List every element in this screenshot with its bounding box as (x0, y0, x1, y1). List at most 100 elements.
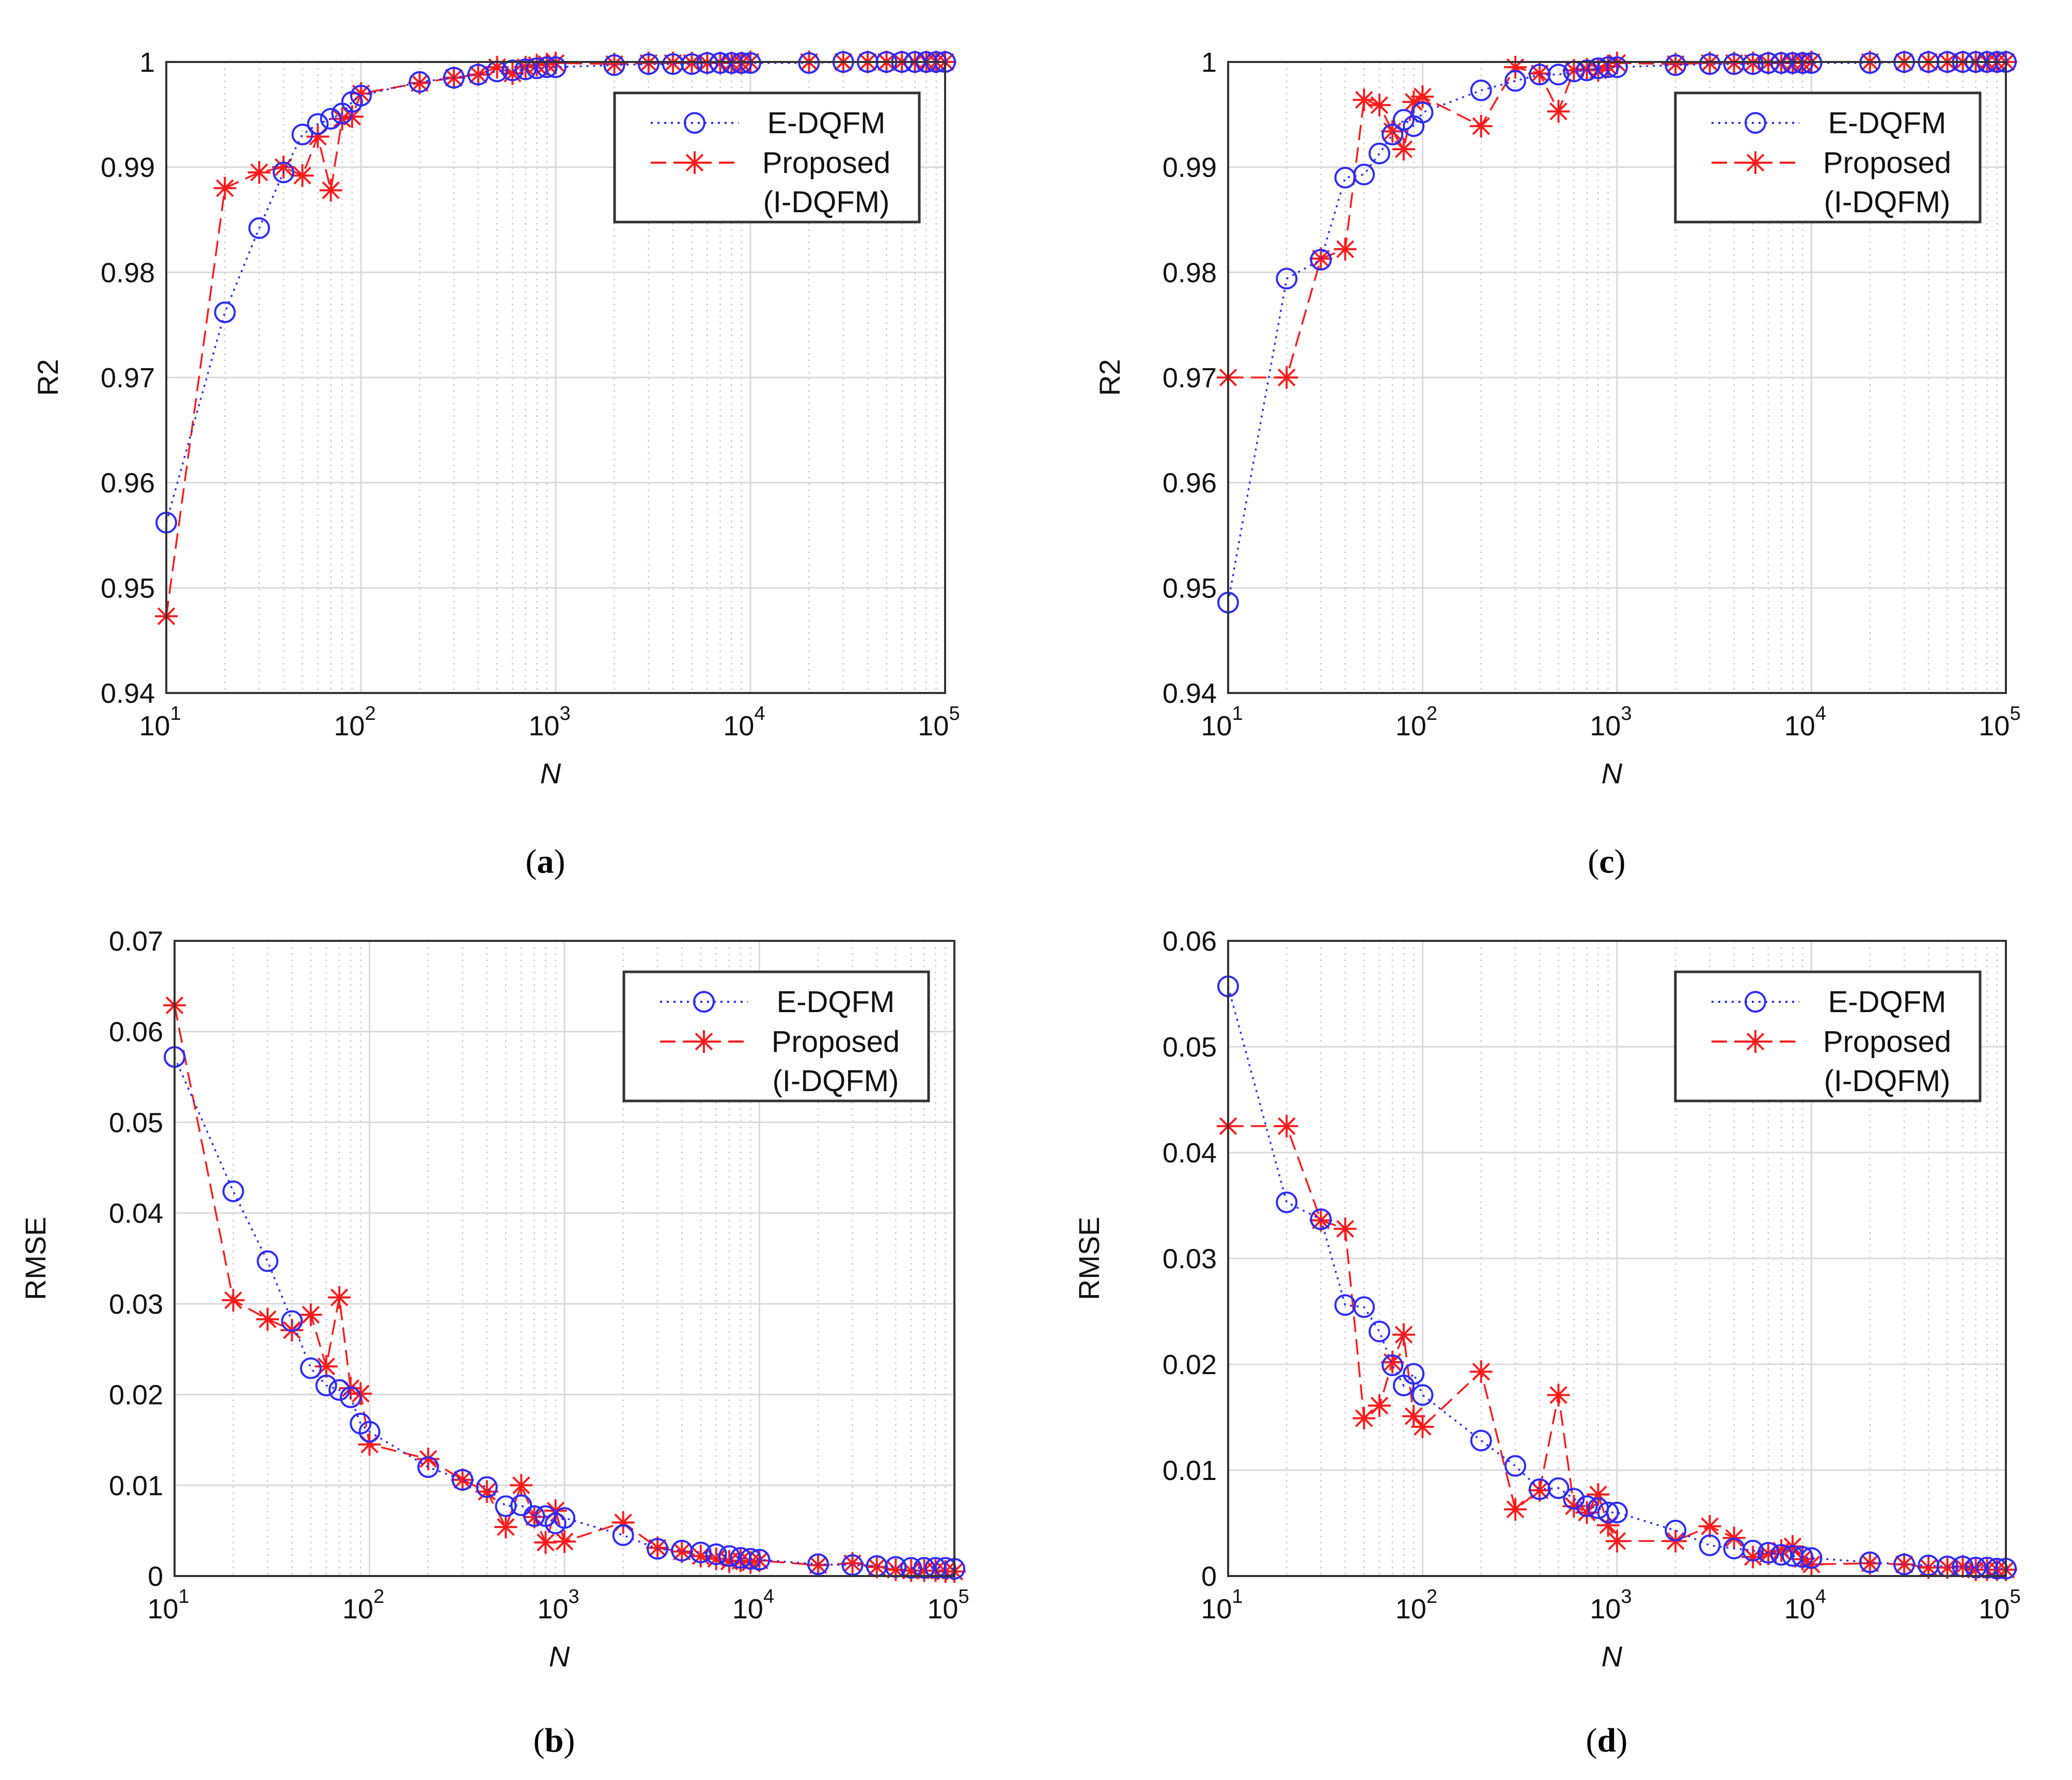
legend-label-proposed: Proposed (762, 146, 890, 180)
data-point-edqfm (1504, 1455, 1527, 1477)
x-tick-label: 105 (1979, 703, 2020, 742)
data-point-edqfm (510, 1494, 532, 1516)
data-point-proposed (1504, 1498, 1527, 1521)
x-tick-exponent: 5 (2010, 703, 2020, 724)
x-tick-base: 10 (1395, 1594, 1426, 1625)
data-point-edqfm (1597, 1502, 1619, 1523)
caption-open-paren: ( (1588, 843, 1599, 880)
data-point-edqfm (281, 1310, 303, 1332)
data-point-edqfm (1353, 163, 1375, 185)
data-point-edqfm (1411, 1384, 1434, 1406)
data-point-edqfm (1792, 52, 1814, 74)
x-tick-base: 10 (1784, 1594, 1815, 1625)
y-tick-label: 0.96 (1163, 468, 1217, 499)
x-tick-label: 103 (1590, 1586, 1631, 1625)
x-tick-base: 10 (1395, 711, 1426, 742)
y-tick-label: 0 (1201, 1561, 1217, 1592)
legend-box (1674, 91, 1982, 224)
data-point-edqfm (257, 1250, 279, 1272)
data-point-proposed (1392, 138, 1416, 161)
data-point-proposed (451, 1468, 474, 1491)
y-tick-label: 0.01 (1163, 1455, 1217, 1486)
x-tick-exponent: 2 (373, 1586, 384, 1608)
legend-box (1674, 970, 1982, 1102)
x-tick-exponent: 1 (1232, 1586, 1243, 1608)
data-point-proposed (1275, 366, 1298, 389)
x-tick-exponent: 2 (365, 703, 375, 724)
data-point-proposed (510, 1474, 533, 1497)
data-point-edqfm (523, 1505, 545, 1527)
x-tick-base: 10 (1784, 711, 1815, 742)
x-tick-base: 10 (1201, 711, 1232, 742)
x-tick-exponent: 3 (1621, 1586, 1631, 1608)
x-tick-label: 102 (342, 1586, 384, 1625)
data-point-edqfm (1800, 1547, 1823, 1569)
data-point-proposed (1392, 1323, 1416, 1346)
x-tick-label: 103 (528, 703, 570, 742)
x-tick-label: 101 (147, 1586, 189, 1625)
data-point-edqfm (248, 217, 270, 239)
series-line-edqfm (174, 1057, 955, 1570)
x-tick-exponent: 2 (1426, 1586, 1437, 1608)
x-tick-base: 10 (528, 711, 559, 742)
y-tick-label: 0.95 (1163, 573, 1217, 604)
data-point-edqfm (1310, 248, 1332, 271)
data-point-proposed (1528, 1478, 1551, 1502)
x-tick-base: 10 (139, 711, 170, 742)
data-point-proposed (1411, 1415, 1434, 1438)
data-point-edqfm (451, 1469, 474, 1491)
data-point-edqfm (681, 53, 703, 75)
data-point-edqfm (612, 1524, 634, 1546)
y-tick-label: 1 (1201, 47, 1217, 78)
y-tick-label: 0.06 (1163, 926, 1217, 957)
data-point-edqfm (1699, 1534, 1721, 1556)
data-point-edqfm (1547, 1477, 1569, 1499)
data-point-proposed (319, 179, 342, 202)
legend-label-proposed-sub: (I-DQFM) (1824, 185, 1951, 219)
x-tick-exponent: 2 (1426, 703, 1437, 724)
data-point-proposed (306, 125, 329, 148)
data-point-edqfm (501, 59, 524, 82)
data-point-edqfm (1699, 53, 1721, 75)
data-point-edqfm (1576, 1495, 1598, 1517)
data-point-edqfm (841, 1554, 864, 1576)
y-tick-label: 0.02 (109, 1380, 163, 1411)
y-tick-label: 0.99 (101, 152, 155, 183)
y-tick-label: 0.03 (109, 1289, 163, 1320)
data-point-edqfm (476, 1476, 498, 1498)
x-tick-label: 104 (1784, 1586, 1826, 1625)
data-point-edqfm (696, 52, 718, 74)
data-point-edqfm (1757, 52, 1779, 74)
data-point-edqfm (705, 1543, 727, 1565)
caption-close-paren: ) (1616, 1722, 1627, 1759)
data-point-edqfm (1470, 1429, 1492, 1452)
legend-label-proposed: Proposed (1823, 146, 1951, 180)
x-tick-label: 103 (1590, 703, 1631, 742)
data-point-edqfm (798, 52, 820, 74)
y-tick-label: 0.97 (101, 363, 155, 393)
legend-label-proposed: Proposed (1823, 1025, 1951, 1059)
panel-caption: (b) (533, 1722, 575, 1759)
legend-label-proposed-sub: (I-DQFM) (1824, 1064, 1951, 1098)
x-tick-exponent: 4 (1815, 1586, 1826, 1608)
axes-box (174, 940, 955, 1577)
series-edqfm (164, 1046, 965, 1580)
caption-close-paren: ) (1614, 843, 1626, 880)
x-tick-exponent: 4 (754, 703, 765, 724)
y-tick-label: 0.95 (101, 573, 155, 604)
data-point-proposed (466, 63, 490, 86)
panel-caption: (d) (1586, 1722, 1628, 1759)
x-tick-base: 10 (1590, 711, 1621, 742)
data-point-proposed (1547, 100, 1570, 123)
legend-marker-edqfm (684, 112, 705, 134)
data-point-edqfm (900, 1557, 922, 1579)
data-point-proposed (1402, 1405, 1425, 1428)
data-point-edqfm (350, 85, 372, 107)
data-point-proposed (299, 1303, 322, 1326)
x-axis-label: N (549, 1640, 570, 1673)
y-tick-label: 0.06 (109, 1017, 163, 1048)
data-point-edqfm (1547, 64, 1569, 86)
x-tick-exponent: 3 (559, 703, 570, 724)
legend-marker-edqfm (1745, 991, 1766, 1013)
